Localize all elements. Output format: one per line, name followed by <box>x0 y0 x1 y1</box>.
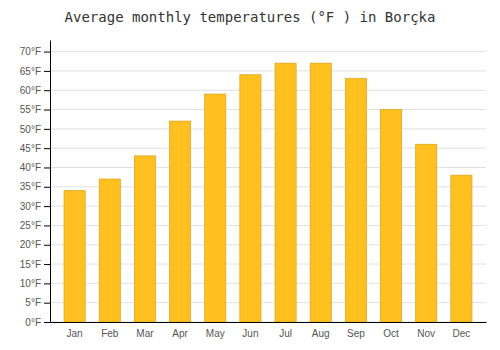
tick: 0°F <box>25 317 50 328</box>
tick: May <box>206 322 225 339</box>
grid-line <box>50 128 486 129</box>
tick-mark <box>44 245 50 246</box>
tick-mark <box>44 52 50 53</box>
bar <box>170 121 191 322</box>
tick-label: Jul <box>279 328 292 339</box>
tick-label: 25°F <box>20 220 41 231</box>
tick-mark <box>44 71 50 72</box>
tick: 15°F <box>20 259 50 270</box>
tick: 25°F <box>20 220 50 231</box>
tick-label: 35°F <box>20 181 41 192</box>
tick-label: 20°F <box>20 239 41 250</box>
tick-mark <box>44 206 50 207</box>
tick: Oct <box>383 322 399 339</box>
tick: Nov <box>417 322 435 339</box>
tick: 55°F <box>20 104 50 115</box>
bar <box>240 75 261 322</box>
tick-mark <box>44 110 50 111</box>
tick: Dec <box>452 322 470 339</box>
tick-label: Aug <box>312 328 330 339</box>
title: Average monthly temperatures (°F ) in Bo… <box>65 9 436 25</box>
plot: Jan Feb Mar Apr May Jun Jul Aug Sep Oct Nov Dec 0°F 5… <box>20 41 487 340</box>
tick-label: 50°F <box>20 124 41 135</box>
tick-label: Jan <box>67 328 83 339</box>
tick-label: Dec <box>452 328 470 339</box>
bar <box>205 94 226 322</box>
tick-mark <box>44 225 50 226</box>
axis-line <box>50 41 51 323</box>
bars <box>64 63 472 322</box>
tick: Jul <box>279 322 292 339</box>
tick-mark <box>44 148 50 149</box>
tick-label: Jun <box>242 328 258 339</box>
tick: Jun <box>242 322 258 339</box>
chart: Average monthly temperatures (°F ) in Bo… <box>0 0 500 350</box>
tick-label: 55°F <box>20 104 41 115</box>
bar <box>99 179 120 322</box>
tick-label: Oct <box>383 328 399 339</box>
bar <box>134 156 155 322</box>
tick: Sep <box>347 322 365 339</box>
tick-label: 30°F <box>20 201 41 212</box>
tick: 20°F <box>20 239 50 250</box>
tick: Apr <box>172 322 188 339</box>
tick: 30°F <box>20 201 50 212</box>
tick-mark <box>44 187 50 188</box>
tick: Mar <box>136 322 154 339</box>
tick-label: May <box>206 328 225 339</box>
bar <box>310 63 331 322</box>
tick: 50°F <box>20 124 50 135</box>
tick: Aug <box>312 322 330 339</box>
tick-mark <box>44 303 50 304</box>
bar <box>416 144 437 322</box>
bar <box>275 63 296 322</box>
tick-label: 10°F <box>20 278 41 289</box>
tick-label: 15°F <box>20 259 41 270</box>
tick-label: 60°F <box>20 85 41 96</box>
axis-line <box>51 322 487 323</box>
tick-mark <box>44 283 50 284</box>
grid-line <box>50 70 486 71</box>
tick-label: Sep <box>347 328 365 339</box>
tick-mark <box>44 129 50 130</box>
x-axis: Jan Feb Mar Apr May Jun Jul Aug Sep Oct Nov Dec <box>51 322 487 339</box>
tick: 70°F <box>20 46 50 57</box>
tick-mark <box>44 90 50 91</box>
tick: 35°F <box>20 181 50 192</box>
tick-label: 45°F <box>20 143 41 154</box>
grid-line <box>50 51 486 52</box>
tick-mark <box>44 264 50 265</box>
tick-label: 70°F <box>20 46 41 57</box>
grid <box>50 52 486 322</box>
tick: 10°F <box>20 278 50 289</box>
tick: 45°F <box>20 143 50 154</box>
tick: Feb <box>101 322 119 339</box>
tick-label: 0°F <box>25 317 41 328</box>
tick-label: 5°F <box>25 297 41 308</box>
tick-label: 65°F <box>20 66 41 77</box>
bar <box>381 110 402 322</box>
tick-label: Feb <box>101 328 119 339</box>
tick: 40°F <box>20 162 50 173</box>
y-axis: 0°F 5°F 10°F 15°F 20°F 25°F 30°F 35°F 40°F 45°F 50… <box>20 41 51 328</box>
grid-line <box>50 109 486 110</box>
tick: 60°F <box>20 85 50 96</box>
tick: 65°F <box>20 66 50 77</box>
grid-line <box>50 90 486 91</box>
tick: 5°F <box>25 297 50 308</box>
bar <box>64 191 85 322</box>
tick-label: Apr <box>172 328 188 339</box>
bar <box>345 79 366 322</box>
tick-label: Nov <box>417 328 435 339</box>
bar <box>451 175 472 322</box>
tick-label: Mar <box>136 328 154 339</box>
tick-label: 40°F <box>20 162 41 173</box>
tick-mark <box>44 167 50 168</box>
tick-mark <box>44 322 50 323</box>
tick: Jan <box>67 322 83 339</box>
